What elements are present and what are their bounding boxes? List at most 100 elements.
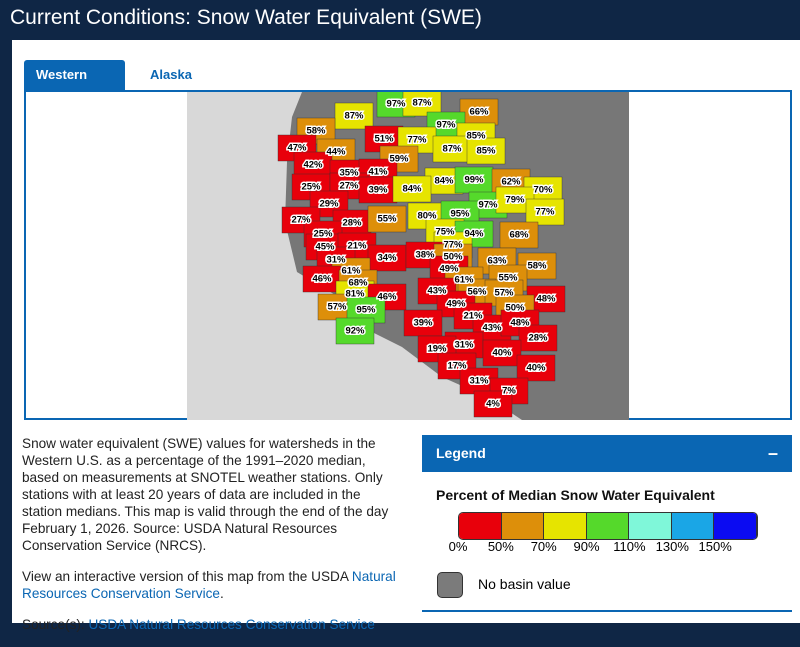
toggle[interactable]: –	[767, 443, 778, 463]
map-label: 21%	[463, 311, 483, 322]
color-swatch	[586, 513, 630, 539]
map-label: 85%	[476, 146, 496, 157]
map-label: 21%	[347, 241, 367, 252]
color-swatch	[459, 513, 502, 539]
map-label: 94%	[464, 229, 484, 240]
map-label: 49%	[439, 264, 459, 275]
map-label: 27%	[291, 215, 311, 226]
watershed	[335, 317, 375, 345]
map-label: 7%	[502, 386, 516, 397]
map-label: 55%	[377, 214, 397, 225]
map-label: 81%	[345, 289, 365, 300]
map-label: 77%	[535, 207, 555, 218]
map-label: 61%	[454, 275, 474, 286]
watershed	[473, 390, 513, 418]
description-text: Snow water equivalent (SWE) values for w…	[22, 436, 389, 553]
no-value-label: No basin value	[478, 576, 571, 592]
map-label: 50%	[443, 252, 463, 263]
watershed	[403, 309, 443, 337]
map-label: 25%	[301, 182, 321, 193]
color-swatch	[501, 513, 545, 539]
map-label: 4%	[486, 399, 500, 410]
map-label: 43%	[482, 323, 502, 334]
tab[interactable]: Western U.S.	[24, 60, 125, 112]
map-label: 68%	[348, 278, 368, 289]
map-label: 87%	[344, 111, 364, 122]
map-label: 46%	[377, 292, 397, 303]
map-frame: 97% 87% 87% 66% 58% 97% 51% 77% 85% 47% 44% 87% 85% 5…	[24, 90, 792, 420]
bin-label: 90%	[573, 539, 600, 554]
text: View an interactive version of this map …	[22, 569, 352, 584]
link[interactable]: Natural Resources Conservation Service	[22, 569, 396, 601]
watershed	[499, 221, 539, 249]
map-label: 87%	[442, 144, 462, 155]
map-label: 84%	[434, 176, 454, 187]
map-label: 75%	[435, 227, 455, 238]
map-label: 28%	[528, 333, 548, 344]
map-label: 61%	[341, 266, 361, 277]
map-label: 17%	[447, 361, 467, 372]
map-label: 31%	[326, 255, 346, 266]
map-label: 45%	[315, 242, 335, 253]
map-label: 97%	[386, 99, 406, 110]
legend-header[interactable]: – Legend	[422, 435, 792, 472]
description: Snow water equivalent (SWE) values for w…	[22, 435, 400, 647]
map-label: 95%	[450, 209, 470, 220]
watershed	[516, 354, 556, 382]
map-label: 40%	[526, 363, 546, 374]
map-label: 43%	[427, 286, 447, 297]
map-label: 48%	[510, 318, 530, 329]
map-label: 42%	[303, 160, 323, 171]
watershed	[466, 137, 506, 165]
color-bar	[458, 512, 758, 540]
map-label: 57%	[494, 288, 514, 299]
map-label: 85%	[466, 131, 486, 142]
map-label: 27%	[339, 181, 359, 192]
map-label: 29%	[319, 199, 339, 210]
map-label: 57%	[327, 302, 347, 313]
map-label: 47%	[287, 143, 307, 154]
watershed	[293, 151, 333, 179]
map: 97% 87% 87% 66% 58% 97% 51% 77% 85% 47% 44% 87% 85% 5…	[187, 92, 629, 420]
map-label: 39%	[413, 318, 433, 329]
map-label: 31%	[454, 340, 474, 351]
map-label: 46%	[312, 274, 332, 285]
watershed	[454, 166, 494, 194]
map-label: 84%	[402, 184, 422, 195]
color-swatch	[671, 513, 715, 539]
watershed	[302, 265, 342, 293]
map-label: 34%	[377, 253, 397, 264]
watershed	[525, 198, 565, 226]
map-label: 28%	[342, 218, 362, 229]
map-label: 51%	[374, 134, 394, 145]
map-label: 77%	[407, 135, 427, 146]
map-label: 56%	[467, 287, 487, 298]
bin-label: 110%	[613, 539, 646, 554]
watershed	[392, 175, 432, 203]
legend-title: Legend	[436, 445, 486, 461]
tab[interactable]: Alaska	[150, 67, 192, 82]
map-label: 40%	[492, 348, 512, 359]
map-label: 99%	[464, 175, 484, 186]
watershed	[432, 135, 472, 163]
link[interactable]: USDA Natural Resources Conservation Serv…	[88, 617, 375, 632]
watershed	[358, 176, 398, 204]
legend: – Legend Percent of Median Snow Water Equ…	[422, 435, 792, 612]
color-swatch	[629, 513, 672, 539]
map-label: 38%	[415, 250, 435, 261]
map-label: 92%	[345, 326, 365, 337]
map-label: 97%	[436, 120, 456, 131]
map-label: 62%	[501, 177, 521, 188]
bin-label: 70%	[530, 539, 557, 554]
map-label: 31%	[469, 376, 489, 387]
bin-label: 150%	[698, 539, 732, 554]
panel: Western U.S. Alaska 97% 87% 87% 66% 58% 97% 51…	[12, 40, 800, 632]
watershed	[459, 98, 499, 126]
map-label: 44%	[326, 147, 346, 158]
map-label: 55%	[498, 273, 518, 284]
map-label: 48%	[536, 294, 556, 305]
watershed	[482, 339, 522, 367]
map-label: 58%	[527, 261, 547, 272]
map-label: 59%	[389, 154, 409, 165]
bin-labels: 0% 50% 70% 90% 110% 130% 150%	[449, 539, 758, 557]
